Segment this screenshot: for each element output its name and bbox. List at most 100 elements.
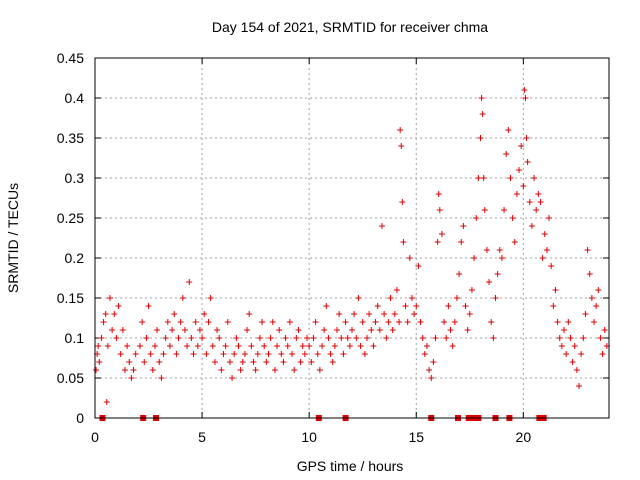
y-tick-label: 0.1 <box>65 330 85 346</box>
data-point <box>582 311 589 317</box>
data-point <box>548 263 555 269</box>
data-point <box>479 111 486 117</box>
data-point <box>179 295 186 301</box>
data-point <box>434 239 441 245</box>
data-point <box>447 327 454 333</box>
data-point <box>143 335 150 341</box>
data-point <box>408 295 415 301</box>
data-point <box>149 367 156 373</box>
data-point <box>256 335 263 341</box>
chart-title: Day 154 of 2021, SRMTID for receiver chm… <box>212 19 488 35</box>
data-point <box>374 303 381 309</box>
data-point <box>556 335 563 341</box>
x-tick-label: 0 <box>91 429 99 445</box>
data-point <box>535 191 542 197</box>
data-point <box>203 351 210 357</box>
data-point <box>411 311 418 317</box>
data-point <box>216 335 223 341</box>
data-point <box>136 343 143 349</box>
data-point <box>351 311 358 317</box>
data-point <box>578 351 585 357</box>
data-point <box>586 271 593 277</box>
data-point <box>192 319 199 325</box>
data-point <box>368 327 375 333</box>
data-point <box>132 351 139 357</box>
data-point <box>244 327 251 333</box>
data-point <box>154 327 161 333</box>
data-point <box>126 359 133 365</box>
data-point <box>214 327 221 333</box>
data-point <box>573 367 580 373</box>
data-point <box>184 343 191 349</box>
data-point <box>576 383 583 389</box>
data-point <box>511 239 518 245</box>
data-point <box>336 311 343 317</box>
data-point <box>147 351 154 357</box>
data-point <box>509 215 516 221</box>
data-point <box>355 295 362 301</box>
data-point <box>513 191 520 197</box>
data-point <box>552 287 559 293</box>
data-point <box>501 207 508 213</box>
data-point <box>426 367 433 373</box>
data-point <box>398 143 405 149</box>
data-point <box>522 95 529 101</box>
data-point <box>541 231 548 237</box>
data-point <box>383 335 390 341</box>
data-point <box>539 255 546 261</box>
data-point <box>361 351 368 357</box>
data-point <box>498 255 505 261</box>
data-point <box>357 343 364 349</box>
data-point <box>402 303 409 309</box>
data-point <box>261 343 268 349</box>
x-tick-label: 5 <box>198 429 206 445</box>
data-point <box>419 335 426 341</box>
data-point <box>222 343 229 349</box>
data-point <box>385 319 392 325</box>
data-point <box>342 319 349 325</box>
data-point <box>252 367 259 373</box>
data-point <box>218 367 225 373</box>
data-point <box>475 175 482 181</box>
data-point <box>423 343 430 349</box>
data-point <box>387 295 394 301</box>
data-point <box>505 127 512 133</box>
data-point <box>432 335 439 341</box>
data-point <box>297 359 304 365</box>
data-points <box>93 87 610 421</box>
data-point <box>265 351 272 357</box>
y-tick-label: 0.2 <box>65 250 85 266</box>
data-point <box>528 223 535 229</box>
data-point <box>291 367 298 373</box>
data-point <box>430 359 437 365</box>
data-point <box>280 359 287 365</box>
data-point <box>372 319 379 325</box>
data-point <box>194 343 201 349</box>
data-point <box>588 295 595 301</box>
data-point <box>503 151 510 157</box>
data-point <box>558 343 565 349</box>
data-point <box>269 319 276 325</box>
data-point <box>331 343 338 349</box>
data-point <box>569 359 576 365</box>
data-point <box>186 279 193 285</box>
data-point <box>466 311 473 317</box>
data-point <box>567 335 574 341</box>
data-point <box>295 327 302 333</box>
data-point <box>565 319 572 325</box>
data-point <box>263 359 270 365</box>
data-point <box>456 271 463 277</box>
data-point <box>299 343 306 349</box>
data-point <box>478 95 485 101</box>
data-point <box>359 319 366 325</box>
data-point <box>220 351 227 357</box>
data-point <box>177 319 184 325</box>
data-point <box>477 135 484 141</box>
data-point <box>516 167 523 173</box>
data-point <box>404 319 411 325</box>
data-point <box>141 359 148 365</box>
data-point <box>124 343 131 349</box>
data-point <box>271 367 278 373</box>
data-point <box>310 335 317 341</box>
